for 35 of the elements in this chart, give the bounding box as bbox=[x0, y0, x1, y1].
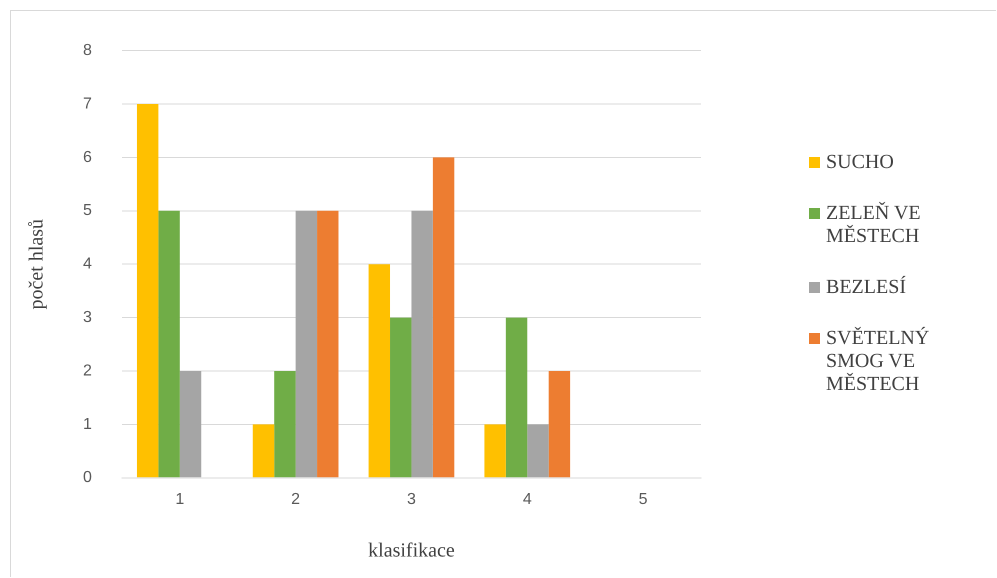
bar bbox=[296, 210, 318, 478]
y-tick-label: 8 bbox=[82, 42, 92, 60]
legend-label: BEZLESÍ bbox=[826, 276, 906, 299]
legend-label: ZELEŇ VE MĚSTECH bbox=[826, 202, 922, 248]
y-tick-label: 5 bbox=[82, 202, 92, 220]
bar bbox=[548, 371, 570, 478]
bar bbox=[527, 424, 549, 478]
x-tick-label: 4 bbox=[522, 490, 532, 508]
y-tick-label: 4 bbox=[82, 256, 92, 273]
bar bbox=[411, 210, 433, 478]
bar bbox=[158, 210, 180, 478]
bar bbox=[484, 424, 506, 478]
y-tick-label: 7 bbox=[82, 95, 92, 112]
y-axis-title: počet hlasů bbox=[25, 218, 48, 310]
legend-label: SUCHO bbox=[826, 151, 894, 174]
y-tick-label: 1 bbox=[82, 416, 92, 433]
y-tick-label: 2 bbox=[82, 362, 92, 380]
x-tick-label: 3 bbox=[406, 490, 416, 508]
bar bbox=[252, 424, 274, 478]
y-tick-label: 3 bbox=[82, 309, 92, 326]
bar bbox=[317, 210, 338, 478]
legend-label: SVĚTELNÝ SMOG VE MĚSTECH bbox=[826, 327, 930, 396]
x-tick-label: 2 bbox=[291, 490, 300, 508]
x-tick-label: 1 bbox=[175, 490, 184, 508]
bar bbox=[136, 104, 158, 478]
y-tick-label: 6 bbox=[82, 148, 92, 166]
bar bbox=[390, 318, 412, 478]
y-tick-label: 0 bbox=[82, 469, 92, 486]
bar bbox=[274, 371, 296, 478]
x-axis-title: klasifikace bbox=[368, 539, 455, 562]
bar bbox=[180, 371, 202, 478]
bar bbox=[368, 264, 390, 478]
bar bbox=[506, 318, 528, 478]
bar bbox=[432, 157, 454, 478]
x-tick-label: 5 bbox=[638, 490, 648, 508]
